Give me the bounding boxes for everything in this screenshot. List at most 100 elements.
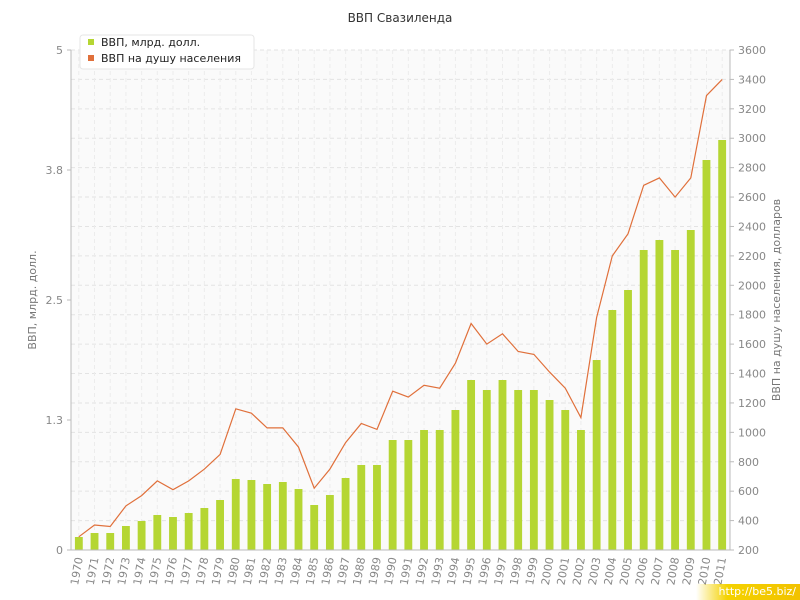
bar[interactable]	[561, 410, 570, 550]
x-tick-label: 1979	[209, 556, 227, 586]
bar[interactable]	[388, 440, 397, 550]
x-tick-label: 1993	[429, 556, 447, 586]
bar[interactable]	[74, 537, 83, 550]
x-tick-label: 2010	[696, 556, 714, 586]
y2-tick-label: 2200	[738, 250, 766, 263]
bar[interactable]	[184, 513, 193, 550]
x-tick-label: 1981	[241, 556, 259, 586]
bar[interactable]	[592, 360, 601, 550]
bar[interactable]	[435, 430, 444, 550]
bar[interactable]	[718, 140, 727, 550]
x-tick-label: 1983	[272, 556, 290, 586]
x-tick-label: 2007	[649, 556, 667, 586]
y-tick-label: 2.5	[46, 294, 64, 307]
x-tick-label: 1997	[492, 556, 510, 586]
x-tick-label: 1990	[382, 556, 400, 586]
y-axis-title: ВВП, млрд. долл.	[26, 250, 39, 349]
y2-tick-label: 1200	[738, 397, 766, 410]
line-series	[78, 78, 723, 538]
x-tick-label: 2005	[617, 556, 635, 586]
x-tick-label: 1986	[319, 556, 337, 586]
y2-tick-label: 200	[738, 544, 759, 557]
y2-axis-ticks: 200 400 600 800 1000 1200 1400 1600 1800 2000 2200…	[730, 44, 766, 557]
bar[interactable]	[482, 390, 491, 550]
bar[interactable]	[514, 390, 523, 550]
x-tick-label: 2008	[664, 556, 682, 586]
y2-tick-label: 1600	[738, 338, 766, 351]
bar[interactable]	[341, 478, 350, 550]
bar[interactable]	[639, 250, 648, 550]
bar[interactable]	[357, 465, 366, 550]
y2-tick-label: 3000	[738, 132, 766, 145]
legend-swatch-gdp	[88, 39, 94, 45]
bar[interactable]	[106, 533, 115, 550]
y-tick-label: 3.8	[46, 164, 64, 177]
bar[interactable]	[310, 505, 319, 550]
y2-tick-label: 3200	[738, 103, 766, 116]
y-tick-label: 5	[56, 44, 63, 57]
y2-tick-label: 2400	[738, 220, 766, 233]
bar[interactable]	[247, 480, 256, 550]
x-tick-label: 1973	[115, 556, 133, 586]
bar[interactable]	[137, 521, 146, 550]
x-tick-label: 1976	[162, 556, 180, 586]
bar[interactable]	[671, 250, 680, 550]
x-tick-label: 1992	[413, 556, 431, 586]
bar[interactable]	[325, 495, 334, 550]
x-tick-label: 1994	[445, 556, 463, 586]
bar[interactable]	[294, 489, 303, 550]
plot-background	[71, 50, 730, 550]
bar[interactable]	[702, 160, 711, 550]
y2-tick-label: 1800	[738, 309, 766, 322]
bar[interactable]	[263, 484, 272, 550]
legend-label-gdp-per-capita[interactable]: ВВП на душу населения	[101, 52, 241, 65]
bar[interactable]	[373, 465, 381, 550]
x-tick-label: 2006	[633, 556, 651, 586]
bar[interactable]	[404, 440, 413, 550]
bar[interactable]	[278, 482, 287, 550]
bar[interactable]	[451, 410, 460, 550]
bars	[74, 140, 727, 550]
legend-label-gdp[interactable]: ВВП, млрд. долл.	[101, 36, 200, 49]
bar[interactable]	[577, 430, 585, 550]
bar[interactable]	[90, 533, 99, 550]
chart-title: ВВП Свазиленда	[348, 11, 453, 25]
x-tick-label: 1991	[398, 556, 416, 586]
bar[interactable]	[420, 430, 428, 550]
bar[interactable]	[529, 390, 538, 550]
x-tick-label: 1988	[351, 556, 369, 586]
bar[interactable]	[169, 517, 177, 550]
y2-tick-label: 2600	[738, 191, 766, 204]
x-tick-label: 2009	[680, 556, 698, 586]
x-tick-label: 2002	[570, 556, 588, 586]
line-gdp-per-capita[interactable]	[78, 78, 723, 538]
bar[interactable]	[467, 380, 476, 550]
x-tick-label: 1970	[68, 556, 86, 586]
x-tick-label: 1998	[507, 556, 525, 586]
bar[interactable]	[498, 380, 507, 550]
bar[interactable]	[200, 508, 209, 550]
bar[interactable]	[121, 526, 130, 550]
x-tick-label: 1975	[147, 556, 165, 586]
y-tick-label: 1.3	[46, 414, 64, 427]
x-tick-label: 1980	[225, 556, 243, 586]
bar[interactable]	[545, 400, 554, 550]
bar[interactable]	[655, 240, 664, 550]
x-tick-label: 1999	[523, 556, 541, 586]
bar[interactable]	[231, 479, 240, 550]
y2-tick-label: 400	[738, 515, 759, 528]
bar[interactable]	[153, 515, 162, 550]
x-tick-label: 1972	[100, 556, 118, 586]
bar[interactable]	[216, 500, 224, 550]
bar[interactable]	[624, 290, 632, 550]
x-tick-label: 1995	[460, 556, 478, 586]
x-axis-ticks: 1970197119721973197419751976197719781979…	[68, 556, 729, 586]
y2-tick-label: 600	[738, 485, 759, 498]
bar[interactable]	[608, 310, 617, 550]
x-tick-label: 1978	[194, 556, 212, 586]
bar[interactable]	[686, 230, 695, 550]
watermark[interactable]: http://be5.biz/	[696, 584, 800, 600]
x-tick-label: 2003	[586, 556, 604, 586]
y2-tick-label: 1000	[738, 426, 766, 439]
